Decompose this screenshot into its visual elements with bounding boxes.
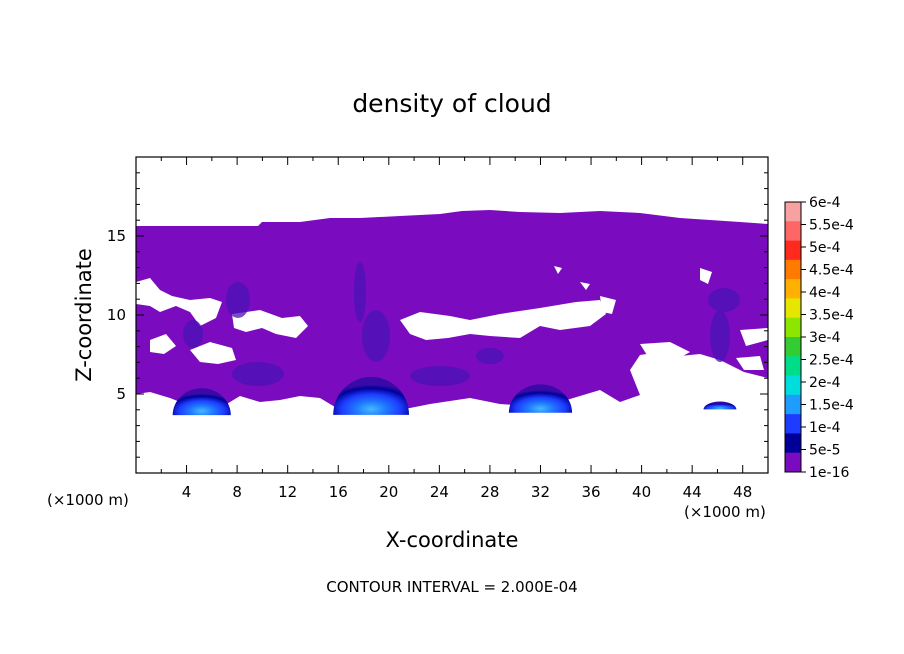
cloud-filament	[476, 348, 504, 364]
x-tick-label: 48	[733, 483, 752, 501]
x-tick-label: 12	[278, 483, 297, 501]
x-tick-label: 4	[182, 483, 192, 501]
contour-interval-label: CONTOUR INTERVAL = 2.000E-04	[326, 578, 577, 596]
colorbar-label: 6e-4	[809, 195, 841, 211]
colorbar-label: 5.5e-4	[809, 218, 854, 234]
colorbar-swatch	[785, 298, 801, 319]
cloud-gap	[150, 334, 176, 354]
x-tick-label: 20	[379, 483, 398, 501]
y-tick-label: 5	[116, 385, 126, 403]
cloud-filament	[183, 320, 203, 348]
cloud-cores	[172, 376, 737, 416]
colorbar-swatch	[785, 317, 801, 338]
colorbar-label: 2.5e-4	[809, 353, 854, 369]
x-tick-label: 16	[329, 483, 348, 501]
cloud-core-1	[172, 388, 231, 416]
y-axis-ticks: 5 10 15	[107, 172, 768, 458]
cloud-filament	[226, 282, 250, 318]
x-axis-unit-right: (×1000 m)	[684, 503, 766, 521]
y-tick-label: 15	[107, 227, 126, 245]
colorbar-swatch	[785, 337, 801, 357]
colorbar-swatch	[785, 394, 801, 415]
cloud-gap	[736, 356, 764, 370]
colorbar-swatch	[785, 414, 801, 434]
colorbar-label: 1e-4	[809, 420, 841, 436]
chart-title: density of cloud	[352, 89, 551, 118]
colorbar-label: 2e-4	[809, 375, 841, 391]
cloud-core-2	[333, 376, 410, 415]
cloud-gap	[580, 282, 590, 290]
cloud-filament	[362, 310, 390, 362]
x-tick-label: 24	[430, 483, 449, 501]
x-axis-unit-left: (×1000 m)	[47, 491, 129, 509]
cloud-gap	[640, 342, 690, 360]
colorbar-swatch	[785, 279, 801, 299]
colorbar-swatch	[785, 433, 801, 454]
colorbar-label: 5e-4	[809, 240, 841, 256]
x-tick-label: 28	[480, 483, 499, 501]
x-axis-title: X-coordinate	[386, 528, 519, 552]
x-tick-label: 44	[683, 483, 702, 501]
colorbar-swatch	[785, 375, 801, 396]
x-tick-label: 36	[581, 483, 600, 501]
cloud-filament	[410, 366, 470, 386]
colorbar-label: 1.5e-4	[809, 398, 854, 414]
y-tick-label: 10	[107, 306, 126, 324]
cloud-gap	[190, 342, 236, 364]
cloud-gaps	[136, 266, 768, 370]
cloud-gap	[740, 328, 768, 346]
x-axis-ticks: 4 8 12 16 20 24 28 32 36 40 44 48	[160, 157, 769, 501]
colorbar-swatch	[785, 259, 801, 280]
colorbar-swatch	[785, 356, 801, 376]
cloud-filament	[232, 362, 284, 386]
colorbar: 6e-4 5.5e-4 5e-4 4.5e-4 4e-4 3.5e-4 3e-4 2.5e-4…	[784, 195, 854, 481]
cloud-layer	[136, 210, 768, 410]
cloud-gap	[136, 278, 222, 326]
cloud-filament	[710, 310, 730, 362]
cloud-gap	[700, 268, 712, 284]
cloud-core-3	[508, 384, 573, 413]
colorbar-swatch	[785, 202, 801, 222]
colorbar-label: 4.5e-4	[809, 263, 854, 279]
colorbar-swatch	[785, 240, 801, 261]
cloud-filaments	[183, 262, 740, 386]
colorbar-swatch	[785, 221, 801, 241]
cloud-core-4	[703, 401, 737, 410]
plot-area	[136, 157, 768, 473]
colorbar-label: 1e-16	[809, 465, 849, 481]
colorbar-label: 3e-4	[809, 330, 841, 346]
x-tick-label: 32	[531, 483, 550, 501]
y-axis-title: Z-coordinate	[72, 248, 96, 382]
cloud-gap	[600, 296, 616, 314]
cloud-gap	[232, 310, 308, 338]
cloud-gap	[554, 266, 562, 274]
cloud-filament	[354, 262, 366, 322]
cloud-filament	[708, 288, 740, 312]
x-tick-label: 8	[232, 483, 242, 501]
x-tick-label: 40	[632, 483, 651, 501]
colorbar-label: 5e-5	[809, 443, 840, 459]
colorbar-label: 4e-4	[809, 285, 841, 301]
cloud-gap	[400, 300, 606, 340]
colorbar-label: 3.5e-4	[809, 308, 854, 324]
colorbar-swatch	[785, 452, 801, 473]
